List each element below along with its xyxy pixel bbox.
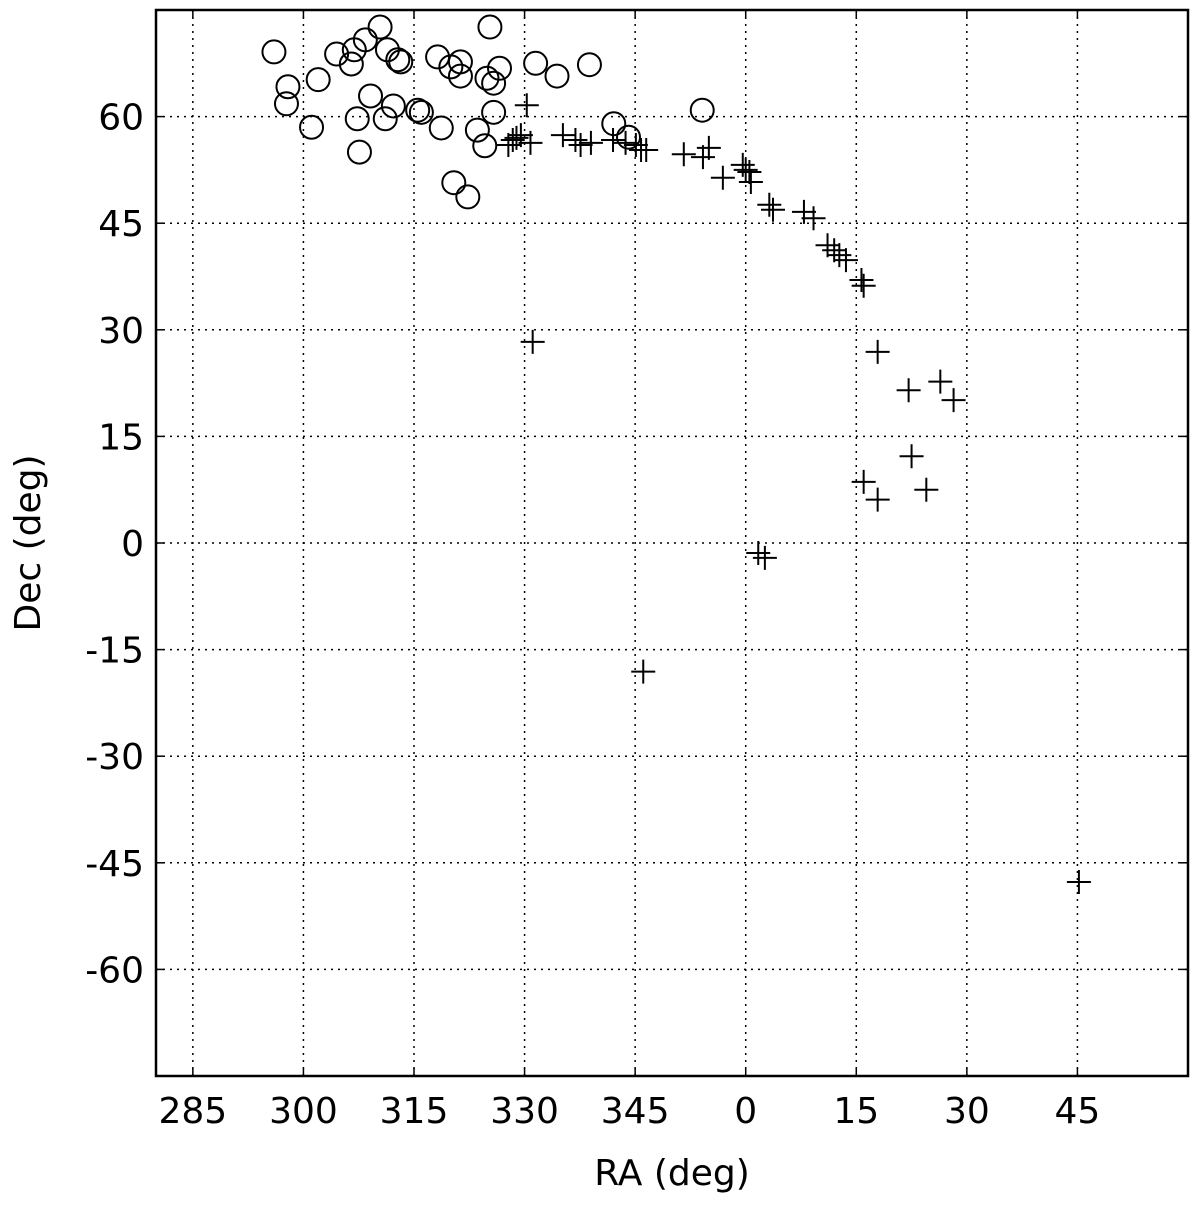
y-tick-label: 60: [98, 98, 144, 139]
circle-marker: [464, 117, 490, 143]
circle-marker: [372, 106, 398, 132]
circle-marker: [428, 115, 454, 141]
circle-marker: [324, 41, 350, 67]
circle-marker: [388, 49, 414, 75]
circle-marker: [481, 70, 507, 96]
circle-marker: [261, 39, 287, 65]
x-tick-label: 15: [833, 1091, 879, 1132]
y-tick-label: 15: [98, 417, 144, 458]
circle-marker: [455, 184, 481, 210]
circle-marker: [472, 133, 498, 159]
plus-marker: [849, 268, 874, 293]
x-axis-label: RA (deg): [594, 1153, 750, 1194]
plus-marker: [822, 238, 847, 263]
plus-marker: [496, 133, 521, 158]
plus-marker: [928, 369, 953, 394]
plus-marker: [865, 487, 890, 512]
circle-marker: [544, 63, 570, 89]
x-tick-label: 285: [158, 1091, 227, 1132]
y-axis-label: Dec (deg): [8, 454, 49, 631]
circle-marker: [441, 170, 467, 196]
plus-marker: [578, 130, 603, 155]
plus-marker: [760, 197, 785, 222]
plus-marker: [941, 388, 966, 413]
circle-marker: [338, 51, 364, 77]
plus-marker: [752, 545, 777, 570]
plus-marker: [563, 128, 588, 153]
plus-marker: [801, 206, 826, 231]
circle-marker: [405, 97, 431, 123]
circle-marker: [374, 37, 400, 63]
plus-marker: [815, 233, 840, 258]
plus-marker: [634, 138, 659, 163]
plus-marker: [623, 133, 648, 158]
plus-marker: [827, 243, 852, 268]
plus-marker: [1066, 869, 1091, 894]
plus-marker: [690, 145, 715, 170]
circle-marker: [346, 139, 372, 165]
x-tick-label: 0: [734, 1091, 757, 1132]
plus-marker: [746, 540, 771, 565]
plus-marker: [601, 128, 626, 153]
plus-marker: [568, 133, 593, 158]
circle-marker: [299, 114, 325, 140]
circle-marker: [275, 74, 301, 100]
plus-marker: [550, 123, 575, 148]
circle-marker: [474, 65, 500, 91]
plus-marker: [896, 378, 921, 403]
plus-marker: [851, 469, 876, 494]
circle-marker: [358, 83, 384, 109]
circle-marker: [523, 50, 549, 76]
circle-marker: [447, 49, 473, 75]
circle-marker: [576, 52, 602, 78]
plus-marker: [757, 192, 782, 217]
plus-marker: [613, 130, 638, 155]
plus-marker: [518, 130, 543, 155]
x-tick-label: 45: [1055, 1091, 1101, 1132]
circle-marker: [380, 93, 406, 119]
plus-marker: [914, 477, 939, 502]
plus-marker: [737, 160, 762, 185]
x-tick-label: 345: [601, 1091, 670, 1132]
circle-marker: [352, 27, 378, 53]
y-tick-label: 30: [98, 311, 144, 352]
circle-marker: [408, 99, 434, 125]
plus-marker: [631, 659, 656, 684]
y-tick-label: -30: [85, 737, 144, 778]
plus-marker: [733, 157, 758, 182]
plus-marker: [851, 273, 876, 298]
circle-marker: [344, 106, 370, 132]
circle-marker: [447, 63, 473, 89]
x-tick-label: 330: [490, 1091, 559, 1132]
circle-marker: [487, 55, 513, 81]
plus-marker: [696, 135, 721, 160]
circle-marker: [616, 124, 642, 150]
x-tick-label: 315: [380, 1091, 449, 1132]
circle-marker: [477, 14, 503, 40]
y-tick-label: -15: [85, 631, 144, 672]
y-tick-label: -60: [85, 950, 144, 991]
plus-marker: [865, 339, 890, 364]
y-tick-label: 0: [121, 524, 144, 565]
circle-marker: [481, 99, 507, 125]
circle-marker: [273, 91, 299, 117]
y-tick-label: -45: [85, 844, 144, 885]
plus-marker: [899, 444, 924, 469]
x-tick-label: 30: [944, 1091, 990, 1132]
plus-marker: [514, 93, 539, 118]
plus-marker: [738, 169, 763, 194]
plus-marker: [710, 165, 735, 190]
circle-marker: [385, 47, 411, 73]
circle-marker: [305, 67, 331, 93]
circle-marker: [367, 14, 393, 40]
y-tick-label: 45: [98, 204, 144, 245]
plot-frame: [154, 8, 1190, 1078]
plus-marker: [791, 199, 816, 224]
circle-marker: [689, 97, 715, 123]
plus-marker: [671, 142, 696, 167]
plus-marker: [520, 329, 545, 354]
x-tick-label: 300: [269, 1091, 338, 1132]
plus-marker: [833, 248, 858, 273]
